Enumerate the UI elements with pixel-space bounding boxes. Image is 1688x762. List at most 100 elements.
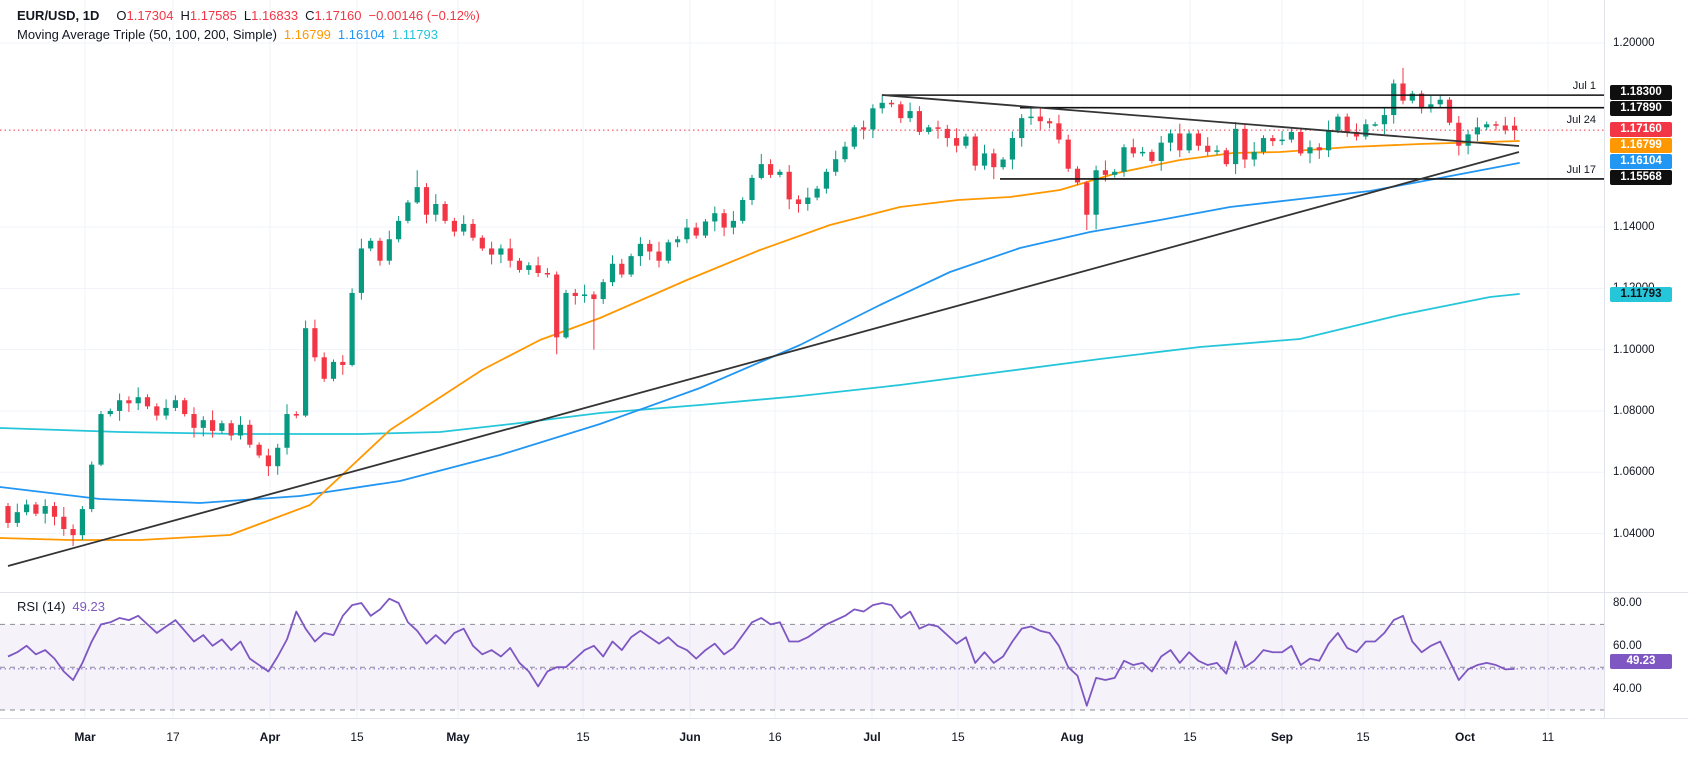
main-price-pane[interactable]: Jul 1 Jul 24 Jul 17: [0, 0, 1604, 593]
candle[interactable]: [582, 284, 588, 303]
candle[interactable]: [1512, 117, 1518, 141]
candle[interactable]: [609, 255, 616, 287]
candle[interactable]: [51, 502, 58, 526]
candle[interactable]: [1019, 114, 1025, 147]
candle[interactable]: [284, 404, 290, 455]
sma-200-line[interactable]: [0, 293, 1520, 435]
candle[interactable]: [1326, 120, 1332, 158]
candle[interactable]: [265, 448, 271, 476]
candle[interactable]: [926, 124, 932, 135]
candle[interactable]: [312, 319, 318, 362]
candle[interactable]: [1270, 134, 1276, 147]
candle[interactable]: [1074, 166, 1081, 185]
candle[interactable]: [451, 217, 457, 237]
candle[interactable]: [1140, 146, 1146, 157]
candle[interactable]: [1400, 67, 1406, 105]
candle[interactable]: [805, 187, 811, 211]
candle[interactable]: [1149, 149, 1155, 164]
candle[interactable]: [795, 195, 802, 213]
candle[interactable]: [1456, 115, 1462, 156]
candle[interactable]: [786, 165, 792, 210]
candle[interactable]: [1251, 142, 1257, 167]
candle[interactable]: [79, 506, 85, 541]
candle[interactable]: [1381, 108, 1387, 135]
candle[interactable]: [619, 258, 625, 278]
candle[interactable]: [126, 396, 132, 412]
candle[interactable]: [237, 416, 244, 440]
chart-panes[interactable]: Jul 1 Jul 24 Jul 17: [0, 0, 1604, 718]
descending-resistance-trendline[interactable]: [881, 94, 1520, 147]
candle[interactable]: [368, 238, 374, 252]
candle[interactable]: [1121, 144, 1127, 177]
candle[interactable]: [1260, 135, 1267, 155]
candle[interactable]: [721, 209, 727, 237]
candle[interactable]: [405, 200, 411, 224]
candle[interactable]: [851, 124, 857, 150]
candle[interactable]: [1047, 118, 1053, 129]
candle[interactable]: [1093, 165, 1099, 230]
sma-50-line[interactable]: [0, 140, 1520, 541]
candle[interactable]: [954, 128, 960, 153]
candle[interactable]: [991, 148, 997, 180]
pane-separator[interactable]: [0, 592, 1688, 593]
candle[interactable]: [33, 502, 39, 517]
candle[interactable]: [433, 194, 439, 222]
candle[interactable]: [535, 256, 541, 277]
rsi-pane[interactable]: [0, 593, 1604, 718]
candle[interactable]: [842, 141, 848, 163]
candle[interactable]: [135, 387, 141, 411]
candle[interactable]: [1177, 123, 1183, 158]
candle[interactable]: [693, 222, 699, 239]
candle[interactable]: [1307, 140, 1313, 164]
candle[interactable]: [1223, 147, 1229, 167]
candle[interactable]: [61, 506, 67, 536]
candle[interactable]: [544, 268, 550, 278]
rsi-line[interactable]: [7, 597, 1515, 707]
candle[interactable]: [191, 407, 197, 438]
candle[interactable]: [1391, 79, 1397, 124]
candle[interactable]: [1214, 145, 1220, 155]
candle[interactable]: [777, 169, 783, 178]
time-axis[interactable]: Mar 17 Apr 15 May 15 Jun 16 Jul 15 Aug 15 Sep 15 Oct 11: [0, 719, 1688, 762]
candle[interactable]: [730, 211, 736, 235]
candle[interactable]: [861, 120, 867, 140]
candle[interactable]: [870, 104, 876, 139]
candle[interactable]: [42, 499, 48, 524]
candle[interactable]: [1502, 116, 1508, 135]
candle[interactable]: [256, 442, 262, 458]
candle[interactable]: [1056, 114, 1062, 144]
candle[interactable]: [1009, 131, 1015, 170]
candle[interactable]: [1344, 113, 1350, 137]
candle[interactable]: [814, 185, 820, 201]
candle[interactable]: [349, 288, 355, 367]
candle[interactable]: [414, 170, 420, 204]
candle[interactable]: [117, 393, 123, 421]
candle[interactable]: [554, 271, 560, 355]
candle[interactable]: [768, 159, 774, 178]
candle[interactable]: [1186, 130, 1192, 154]
candle[interactable]: [628, 253, 634, 277]
candle[interactable]: [1112, 169, 1118, 178]
candle[interactable]: [182, 397, 188, 417]
candle[interactable]: [423, 183, 430, 224]
ascending-support-trendline[interactable]: [7, 151, 1520, 567]
candle[interactable]: [1242, 124, 1248, 169]
candle[interactable]: [1158, 135, 1164, 171]
candle[interactable]: [219, 420, 225, 434]
candle[interactable]: [1316, 143, 1322, 159]
candle[interactable]: [935, 120, 941, 139]
candle[interactable]: [665, 239, 671, 264]
candle[interactable]: [1167, 129, 1174, 152]
candle[interactable]: [210, 410, 216, 438]
candle[interactable]: [1428, 95, 1434, 113]
candle[interactable]: [163, 399, 169, 420]
candle[interactable]: [144, 394, 151, 410]
candle[interactable]: [888, 100, 895, 108]
candle[interactable]: [489, 241, 495, 265]
candle[interactable]: [1353, 123, 1360, 141]
candles-group[interactable]: [5, 67, 1518, 546]
candle[interactable]: [24, 499, 30, 516]
candle[interactable]: [89, 461, 95, 513]
candle[interactable]: [1288, 127, 1294, 143]
candle[interactable]: [70, 524, 76, 546]
